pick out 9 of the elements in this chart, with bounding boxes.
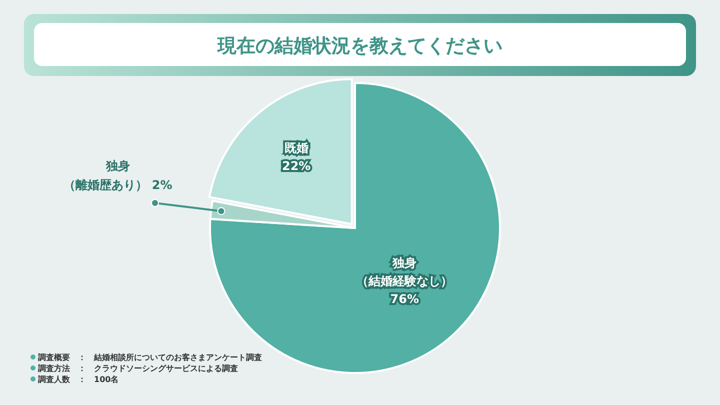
- slice-label: 独身（結婚経験なし）: [356, 256, 453, 288]
- slice-label: 独身（離婚歴あり） 2%: [64, 159, 172, 192]
- data-label: 22%: [282, 159, 311, 174]
- text: 調査概要 ： 結婚相談所についてのお客さまアンケート調査: [38, 352, 262, 362]
- data-label: 76%: [390, 292, 419, 306]
- slice-label: 既婚: [284, 141, 308, 156]
- chart-title: 現在の結婚状況を教えてください: [216, 35, 502, 57]
- text: 調査人数 ： 100名: [38, 375, 119, 384]
- text: 調査方法 ： クラウドソーシングサービスによる調査: [38, 363, 238, 373]
